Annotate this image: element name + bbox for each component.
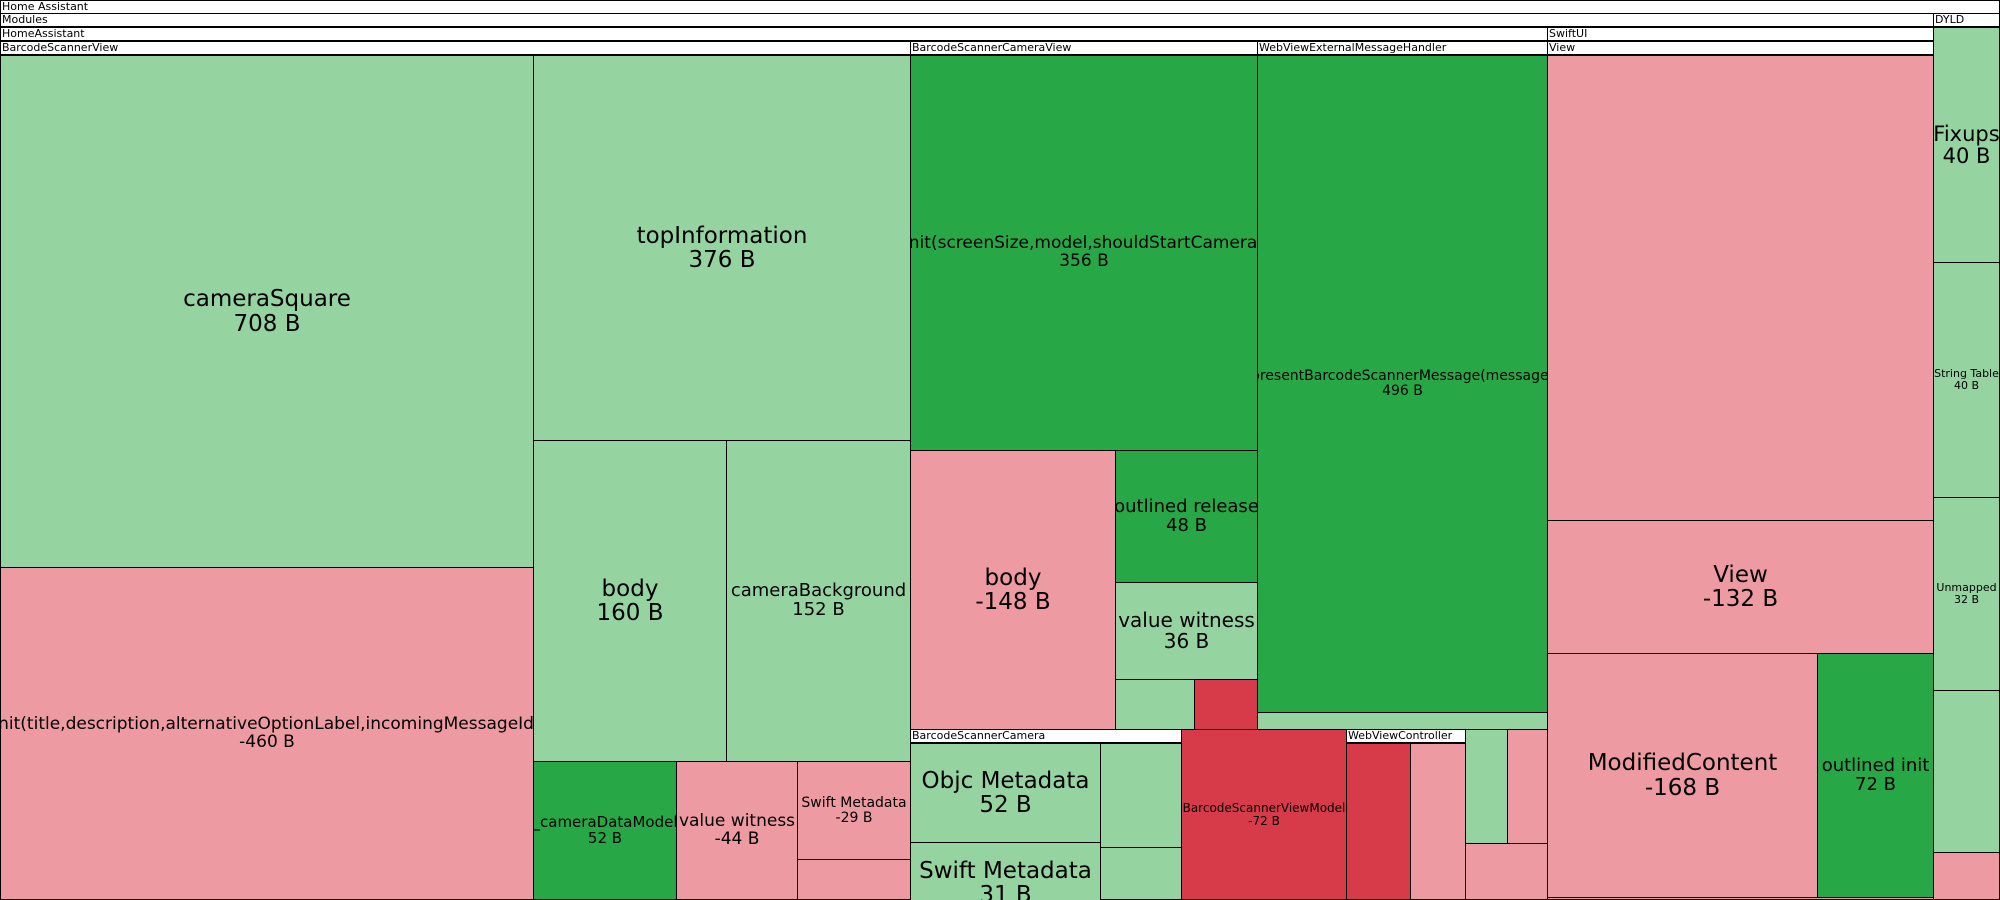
header-barcode-scanner-view[interactable]: BarcodeScannerView bbox=[0, 41, 911, 55]
cell-bscv-value-witness[interactable]: value witness 36 B bbox=[1115, 582, 1258, 680]
cell-outlined-release-name: outlined release bbox=[1115, 495, 1258, 517]
cell-modified-content-size: -168 B bbox=[1644, 774, 1721, 801]
cell-dyld-small-2[interactable] bbox=[1933, 852, 2000, 900]
cell-outlined-init[interactable]: outlined init 72 B bbox=[1817, 653, 1934, 898]
cell-bsv-value-witness-size: -44 B bbox=[714, 828, 760, 849]
cell-barcode-scanner-view-model-name: BarcodeScannerViewModel bbox=[1182, 800, 1346, 815]
header-swiftui[interactable]: SwiftUI bbox=[1547, 27, 1934, 41]
header-modules[interactable]: Modules bbox=[0, 13, 1934, 27]
cell-bsv-value-witness-name: value witness bbox=[678, 810, 796, 831]
cell-bsc-swift-metadata-name: Swift Metadata bbox=[919, 858, 1092, 884]
cell-init-screen-size[interactable]: init(screenSize,model,shouldStartCamera)… bbox=[910, 55, 1258, 451]
cell-bsv-swift-metadata[interactable]: Swift Metadata -29 B bbox=[797, 761, 911, 860]
cell-outlined-release[interactable]: outlined release 48 B bbox=[1115, 450, 1258, 583]
cell-camera-data-model-name: _cameraDataModel bbox=[533, 812, 677, 831]
cell-camera-square-size: 708 B bbox=[233, 310, 301, 337]
cell-camera-background-name: cameraBackground bbox=[730, 580, 907, 602]
cell-bsv-body-name: body bbox=[601, 575, 659, 602]
cell-bscv-body[interactable]: body -148 B bbox=[910, 450, 1116, 730]
cell-wvc-small-2[interactable] bbox=[1410, 743, 1466, 900]
header-barcode-scanner-camera-view[interactable]: BarcodeScannerCameraView bbox=[910, 41, 1258, 55]
cell-top-information[interactable]: topInformation 376 B bbox=[533, 55, 911, 441]
cell-init-title[interactable]: init(title,description,alternativeOption… bbox=[0, 567, 534, 900]
cell-bscv-body-size: -148 B bbox=[975, 589, 1051, 615]
header-homeassistant[interactable]: HomeAssistant bbox=[0, 27, 1548, 41]
cell-view-size: -132 B bbox=[1702, 586, 1779, 612]
cell-bsv-body-size: 160 B bbox=[596, 600, 664, 626]
cell-fixups-name: Fixups bbox=[1933, 121, 2000, 146]
cell-objc-metadata-name: Objc Metadata bbox=[921, 767, 1090, 794]
cell-camera-square-name: cameraSquare bbox=[183, 286, 351, 313]
cell-modified-content-name: ModifiedContent bbox=[1587, 750, 1778, 777]
cell-bsc-small-2[interactable] bbox=[1100, 847, 1182, 900]
cell-bsv-value-witness[interactable]: value witness -44 B bbox=[676, 761, 798, 900]
cell-string-table-name: String Table bbox=[1934, 367, 1999, 381]
cell-bsc-swift-metadata-size: 31 B bbox=[979, 882, 1032, 900]
header-webview-controller[interactable]: WebViewController bbox=[1346, 729, 1466, 743]
cell-camera-data-model-size: 52 B bbox=[587, 828, 623, 847]
cell-objc-metadata[interactable]: Objc Metadata 52 B bbox=[910, 743, 1101, 843]
cell-present-barcode[interactable]: presentBarcodeScannerMessage(message) 49… bbox=[1257, 55, 1548, 713]
cell-wvc-small-1[interactable] bbox=[1346, 743, 1411, 900]
cell-camera-background-size: 152 B bbox=[792, 599, 845, 620]
cell-outlined-init-name: outlined init bbox=[1821, 754, 1930, 776]
cell-fixups[interactable]: Fixups 40 B bbox=[1933, 27, 2000, 263]
cell-fixups-size: 40 B bbox=[1942, 144, 1991, 168]
header-home-assistant[interactable]: Home Assistant bbox=[0, 0, 2000, 14]
cell-bscv-body-name: body bbox=[984, 564, 1042, 591]
header-dyld[interactable]: DYLD bbox=[1933, 13, 2000, 27]
cell-bsv-swift-metadata-size: -29 B bbox=[835, 809, 873, 826]
cell-top-information-size: 376 B bbox=[688, 247, 756, 273]
cell-barcode-scanner-view-model[interactable]: BarcodeScannerViewModel -72 B bbox=[1181, 729, 1347, 900]
header-webview-external-message-handler[interactable]: WebViewExternalMessageHandler bbox=[1257, 41, 1548, 55]
cell-outlined-init-size: 72 B bbox=[1855, 773, 1896, 795]
cell-bscv-value-witness-name: value witness bbox=[1118, 608, 1255, 632]
cell-view[interactable]: View -132 B bbox=[1547, 520, 1934, 654]
cell-bsc-small-1[interactable] bbox=[1100, 743, 1182, 848]
cell-bscv-small-2[interactable] bbox=[1194, 679, 1258, 730]
cell-bscv-value-witness-size: 36 B bbox=[1163, 629, 1210, 653]
cell-view-name: View bbox=[1713, 561, 1768, 588]
cell-unmapped[interactable]: Unmapped 32 B bbox=[1933, 497, 2000, 691]
cell-camera-square[interactable]: cameraSquare 708 B bbox=[0, 55, 534, 568]
cell-bsv-swift-metadata-name: Swift Metadata bbox=[801, 794, 907, 811]
cell-bscv-small-1[interactable] bbox=[1115, 679, 1195, 730]
cell-dyld-small-1[interactable] bbox=[1933, 690, 2000, 853]
cell-ha-small-3[interactable] bbox=[1465, 843, 1548, 900]
cell-top-information-name: topInformation bbox=[636, 222, 808, 249]
cell-bsc-swift-metadata[interactable]: Swift Metadata 31 B bbox=[910, 842, 1101, 900]
cell-wemh-small[interactable] bbox=[1257, 712, 1548, 730]
cell-camera-data-model[interactable]: _cameraDataModel 52 B bbox=[533, 761, 677, 900]
cell-swiftui-view-top[interactable] bbox=[1547, 55, 1934, 521]
cell-init-screen-size-size: 356 B bbox=[1059, 251, 1109, 271]
cell-outlined-release-size: 48 B bbox=[1166, 514, 1207, 536]
cell-init-title-size: -460 B bbox=[239, 731, 295, 752]
cell-ha-small-2[interactable] bbox=[1507, 729, 1548, 844]
header-barcode-scanner-camera[interactable]: BarcodeScannerCamera bbox=[910, 729, 1182, 743]
cell-init-screen-size-name: init(screenSize,model,shouldStartCamera) bbox=[910, 233, 1258, 254]
cell-bsv-body[interactable]: body 160 B bbox=[533, 440, 727, 762]
cell-present-barcode-size: 496 B bbox=[1382, 383, 1423, 399]
cell-unmapped-name: Unmapped bbox=[1936, 581, 1997, 595]
cell-ha-small-1[interactable] bbox=[1465, 729, 1508, 844]
cell-barcode-scanner-view-model-size: -72 B bbox=[1248, 813, 1280, 828]
cell-bsv-small[interactable] bbox=[797, 859, 911, 900]
cell-string-table-size: 40 B bbox=[1953, 379, 1980, 392]
cell-present-barcode-name: presentBarcodeScannerMessage(message) bbox=[1257, 368, 1548, 385]
cell-init-title-name: init(title,description,alternativeOption… bbox=[0, 713, 534, 734]
cell-objc-metadata-size: 52 B bbox=[979, 792, 1032, 818]
cell-unmapped-size: 32 B bbox=[1953, 593, 1980, 606]
cell-camera-background[interactable]: cameraBackground 152 B bbox=[726, 440, 911, 762]
cell-modified-content[interactable]: ModifiedContent -168 B bbox=[1547, 653, 1818, 898]
cell-string-table[interactable]: String Table 40 B bbox=[1933, 262, 2000, 498]
header-swiftui-view[interactable]: View bbox=[1547, 41, 1934, 55]
